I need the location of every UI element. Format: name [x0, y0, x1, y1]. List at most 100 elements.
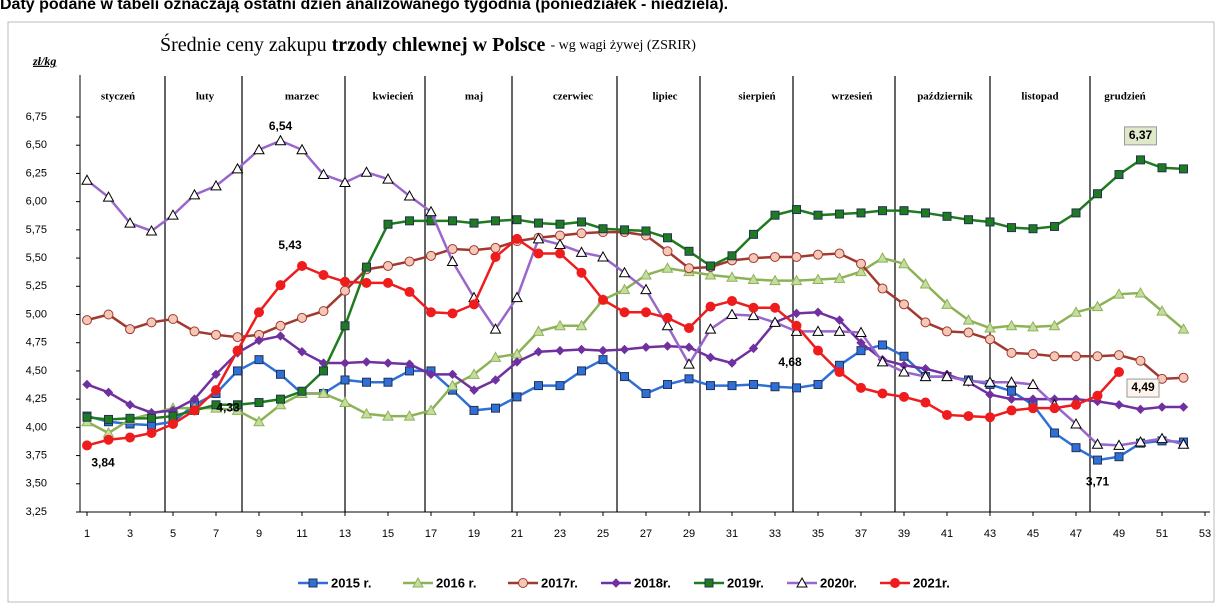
marker — [253, 143, 265, 155]
marker — [770, 251, 780, 262]
marker — [512, 392, 522, 402]
legend-item: 2018r. — [601, 575, 671, 590]
marker — [835, 209, 844, 219]
marker — [555, 345, 565, 356]
marker — [576, 344, 587, 355]
marker — [147, 413, 156, 423]
x-tick-label: 9 — [256, 528, 262, 540]
marker — [168, 418, 178, 429]
marker — [145, 224, 158, 236]
marker — [125, 413, 135, 423]
marker — [167, 209, 179, 220]
marker — [404, 286, 415, 297]
marker — [704, 323, 717, 334]
marker — [641, 342, 651, 352]
x-tick-label: 29 — [683, 528, 695, 540]
marker — [1114, 367, 1124, 378]
marker — [125, 432, 135, 443]
marker — [705, 301, 716, 312]
title-part: - wg wagi żywej (ZSRIR) — [550, 38, 696, 53]
marker — [1092, 351, 1103, 362]
marker — [254, 355, 264, 365]
marker — [125, 400, 135, 410]
marker — [1007, 386, 1016, 396]
marker — [919, 277, 932, 289]
marker — [942, 326, 952, 337]
marker — [877, 388, 888, 399]
marker — [82, 315, 92, 326]
marker — [446, 255, 459, 266]
series — [82, 307, 1189, 418]
marker — [833, 325, 846, 336]
marker — [856, 346, 866, 356]
marker — [318, 270, 329, 280]
marker — [297, 386, 307, 396]
marker — [1113, 288, 1125, 299]
marker — [641, 307, 651, 318]
x-tick-label: 19 — [468, 528, 480, 540]
marker — [726, 308, 738, 319]
marker — [82, 412, 92, 422]
marker — [727, 381, 737, 391]
marker — [554, 238, 566, 250]
marker — [318, 306, 329, 317]
y-tick-label: 5,75 — [26, 224, 47, 236]
marker — [512, 233, 522, 244]
marker — [706, 261, 715, 271]
marker — [684, 246, 694, 256]
marker — [81, 174, 93, 185]
marker — [403, 410, 416, 421]
marker — [511, 291, 523, 303]
marker — [620, 225, 629, 235]
marker — [1007, 223, 1016, 233]
month-label: sierpień — [738, 91, 775, 103]
x-tick-label: 5 — [170, 528, 176, 540]
marker — [469, 385, 479, 395]
legend-item: 2020r. — [787, 575, 857, 590]
marker — [855, 326, 867, 338]
marker — [813, 249, 823, 260]
marker — [577, 366, 586, 376]
marker — [297, 260, 307, 271]
marker — [598, 224, 608, 234]
marker — [792, 383, 801, 393]
marker — [340, 358, 350, 368]
marker — [425, 205, 437, 217]
marker — [211, 400, 221, 410]
x-tick-label: 51 — [1156, 528, 1168, 540]
month-label: lipiec — [652, 91, 677, 103]
marker — [446, 379, 459, 391]
marker — [339, 396, 351, 408]
marker — [878, 206, 887, 216]
marker — [985, 412, 995, 423]
marker — [747, 273, 760, 285]
marker — [1006, 347, 1017, 358]
marker — [1178, 372, 1189, 383]
value-label: 6,37 — [1129, 128, 1153, 142]
legend-item: 2015 r. — [298, 575, 372, 590]
marker — [308, 578, 318, 588]
marker — [489, 351, 502, 362]
chart-title: Średnie ceny zakupu trzody chlewnej w Po… — [160, 32, 696, 56]
marker — [210, 179, 222, 191]
marker — [920, 397, 931, 408]
marker — [876, 252, 889, 263]
marker — [188, 188, 201, 200]
marker — [489, 323, 502, 334]
marker — [748, 343, 759, 354]
marker — [770, 302, 780, 313]
note: Daty podane w tabeli oznaczają ostatni d… — [0, 0, 728, 13]
marker — [705, 352, 716, 363]
marker — [813, 379, 823, 389]
marker — [1157, 163, 1167, 173]
marker — [403, 189, 416, 201]
legend-label: 2015 r. — [331, 575, 372, 590]
marker — [984, 376, 996, 387]
marker — [1071, 399, 1081, 410]
marker — [1134, 287, 1147, 298]
marker — [383, 260, 393, 271]
marker — [899, 391, 909, 402]
marker — [598, 294, 608, 305]
y-tick-label: 4,00 — [26, 421, 47, 433]
